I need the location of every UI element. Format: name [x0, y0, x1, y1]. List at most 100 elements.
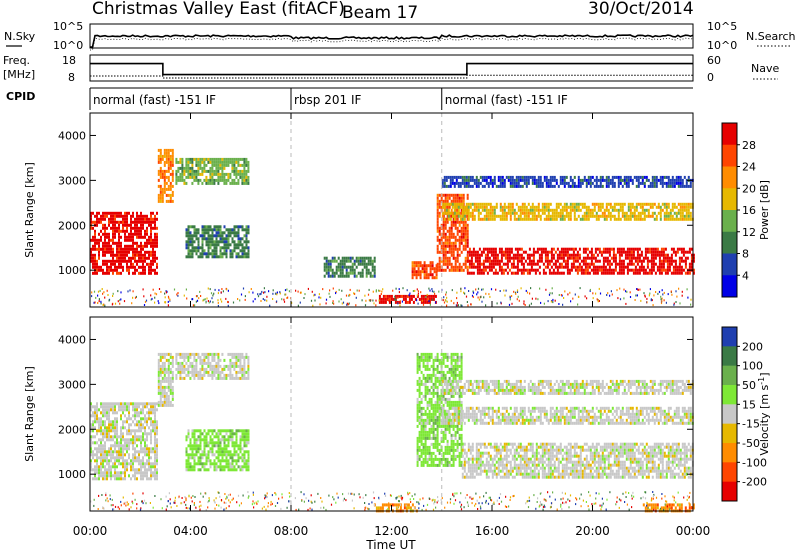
velocity-ylabel: Slant Range [km] [23, 366, 36, 462]
velocity-speckle [90, 491, 693, 511]
power-echo-region [323, 256, 376, 278]
power-speckle [91, 287, 692, 307]
power-colorbar-tick-label: 16 [742, 204, 756, 217]
velocity-colorbar-tick-label: -50 [742, 437, 760, 450]
power-echo-region [175, 157, 250, 185]
power-colorbar-cell [722, 166, 737, 189]
power-ytick-label: 4000 [58, 129, 86, 142]
velocity-panel: 1000 2000 3000 4000 Slant Range [km] 200 100… [23, 316, 771, 513]
noise-right-tick-bottom: 10^0 [707, 39, 737, 52]
power-colorbar-tick-label: 8 [742, 248, 749, 261]
velocity-echo-region [441, 406, 694, 425]
noise-left-tick-top: 10^5 [53, 20, 83, 33]
velocity-echo-region [157, 352, 174, 407]
cpid-panel: CPID normal (fast) -151 IF rbsp 201 IF nor… [6, 87, 693, 110]
power-colorbar-cell [722, 275, 737, 298]
power-colorbar-cell [722, 253, 737, 276]
power-colorbar-label: Power [dB] [758, 180, 771, 240]
time-tick-label: 00:00 [73, 524, 108, 538]
time-tick-label: 00:00 [676, 524, 711, 538]
nave-label: Nave [751, 62, 779, 75]
velocity-colorbar-cell [722, 404, 737, 425]
freq-tick-top: 18 [62, 54, 76, 67]
noise-sky-line [90, 34, 694, 48]
beam-label: Beam 17 [342, 3, 418, 23]
velocity-colorbar-tick-label: 15 [742, 398, 756, 411]
velocity-colorbar-cell [722, 481, 737, 502]
power-colorbar-tick-label: 24 [742, 161, 756, 174]
nave-tick-top: 60 [707, 54, 721, 67]
velocity-echo-region [175, 352, 250, 380]
power-ytick-label: 1000 [58, 264, 86, 277]
velocity-colorbar-tick-label: -200 [742, 476, 767, 489]
power-echo-region [441, 202, 694, 221]
time-axis: 00:00 04:00 08:00 12:00 16:00 20:00 00:00 [73, 113, 711, 538]
velocity-echo-region [461, 442, 694, 479]
velocity-colorbar-tick-label: 200 [742, 340, 763, 353]
velocity-echo-region [90, 402, 158, 481]
power-colorbar-cell [722, 231, 737, 254]
cpid-segment-label: normal (fast) -151 IF [445, 93, 568, 107]
velocity-ytick-label: 3000 [58, 378, 86, 391]
freq-tick-bottom: 8 [68, 71, 75, 84]
velocity-colorbar-tick-label: 100 [742, 360, 763, 373]
noise-left-label: N.Sky [4, 30, 36, 43]
power-colorbar-cell [722, 210, 737, 233]
velocity-colorbar-cell [722, 443, 737, 463]
power-echo-region [90, 211, 158, 275]
power-ytick-label: 2000 [58, 219, 86, 232]
power-colorbar-cell [722, 188, 737, 211]
time-axis-label: Time UT [365, 538, 416, 552]
velocity-colorbar-tick-label: -100 [742, 456, 767, 469]
freq-unit: [MHz] [3, 68, 35, 81]
velocity-ytick-label: 4000 [58, 333, 86, 346]
velocity-colorbar-cell [722, 327, 737, 347]
velocity-echo-region [185, 429, 250, 472]
power-ytick-label: 3000 [58, 174, 86, 187]
velocity-colorbar-cell [722, 423, 737, 444]
velocity-ytick-label: 1000 [58, 468, 86, 481]
time-tick-label: 20:00 [575, 524, 610, 538]
power-colorbar-tick-label: 12 [742, 226, 756, 239]
velocity-ytick-label: 2000 [58, 423, 86, 436]
power-echo-region [185, 225, 250, 259]
frequency-line [90, 62, 693, 76]
velocity-colorbar-label: Velocity [m s-1] [757, 372, 771, 455]
power-echo-region [441, 175, 694, 188]
velocity-colorbar-cell [722, 462, 737, 483]
noise-right-label: N.Search [746, 30, 796, 43]
velocity-colorbar-tick-label: 50 [742, 379, 756, 392]
velocity-colorbar-tick-label: -15 [742, 418, 760, 431]
nave-tick-bottom: 0 [707, 71, 714, 84]
power-colorbar-tick-label: 20 [742, 182, 756, 195]
power-colorbar-cell [722, 123, 737, 146]
power-colorbar-cell [722, 144, 737, 167]
power-panel: 1000 2000 3000 4000 Slant Range [km] 28 24 20… [23, 112, 771, 308]
power-colorbar-tick-label: 28 [742, 139, 756, 152]
velocity-colorbar-cell [722, 385, 737, 405]
cpid-segment-label: normal (fast) -151 IF [93, 93, 216, 107]
frequency-panel: Freq. [MHz] 18 8 60 0 Nave [3, 54, 779, 84]
nave-line [90, 74, 693, 79]
time-tick-label: 04:00 [173, 524, 208, 538]
power-echo-region [466, 247, 695, 275]
velocity-colorbar-frame [721, 326, 738, 502]
time-tick-label: 16:00 [475, 524, 510, 538]
power-ylabel: Slant Range [km] [23, 162, 36, 258]
cpid-label: CPID [6, 90, 35, 103]
power-colorbar-tick-label: 4 [742, 269, 749, 282]
velocity-colorbar-cell [722, 346, 737, 367]
time-tick-label: 08:00 [274, 524, 309, 538]
velocity-colorbar-cell [722, 365, 737, 386]
velocity-echo-region [441, 379, 694, 395]
date-label: 30/Oct/2014 [588, 0, 694, 19]
power-echo-region [157, 148, 174, 203]
noise-left-tick-bottom: 10^0 [53, 39, 83, 52]
cpid-segment-label: rbsp 201 IF [294, 93, 361, 107]
noise-right-tick-top: 10^5 [707, 20, 737, 33]
power-echo-region [411, 261, 438, 280]
figure-title: Christmas Valley East (fitACF) [92, 0, 345, 19]
time-tick-label: 12:00 [374, 524, 409, 538]
